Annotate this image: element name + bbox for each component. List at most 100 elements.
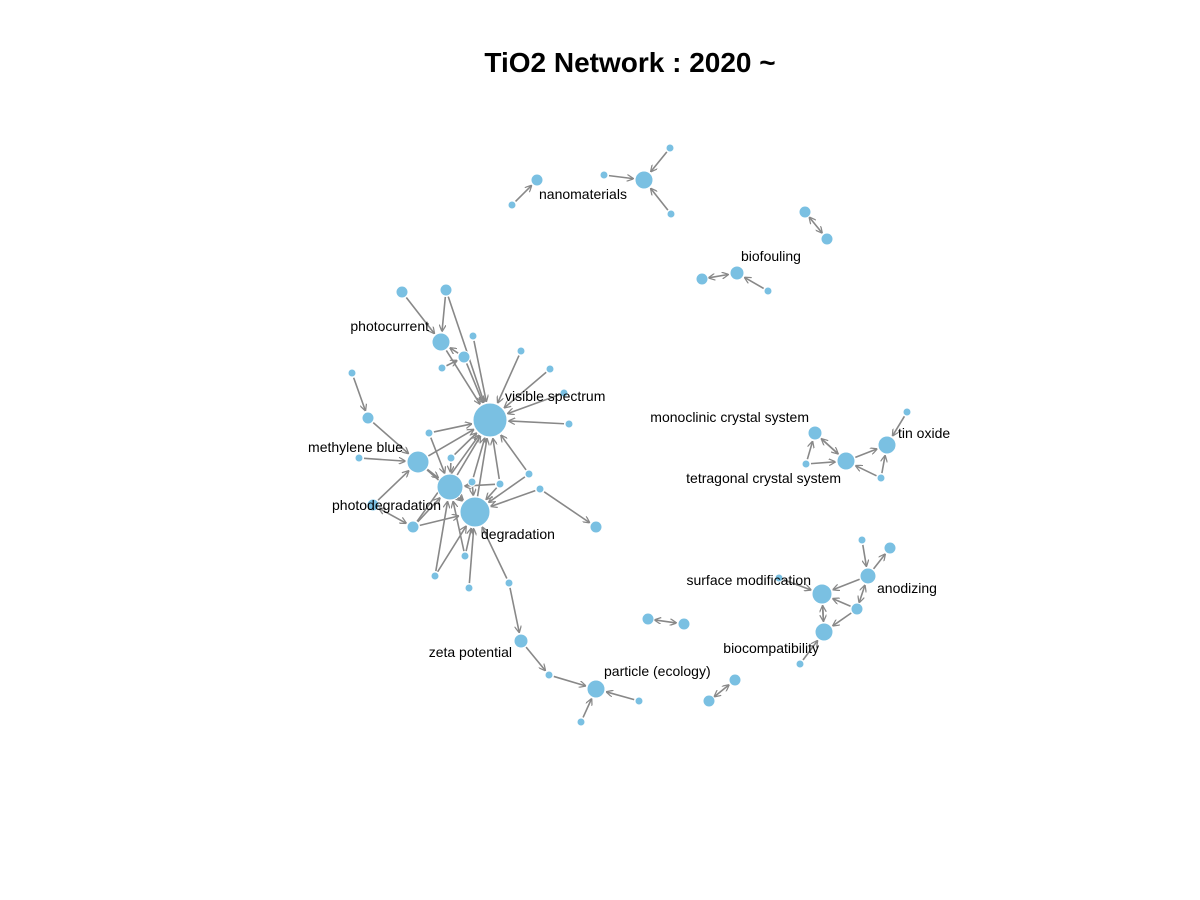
node-label: degradation [481,526,555,542]
edge-n_550-vis [504,371,547,407]
edge-n_709-n_735 [714,685,728,697]
node-n_465 [460,551,470,561]
node-n_684 [677,617,691,631]
node-n_890 [883,541,897,555]
node-n_581 [576,717,586,727]
edge-deg-vis [476,439,487,497]
edge-n_800-biocomp [802,641,817,661]
node-n_800 [795,659,805,669]
edge-mb-pdg [426,468,438,477]
edge-n_857-biocomp [833,612,852,626]
edge-n_402-pc [405,297,434,334]
node-label: surface modification [686,572,811,588]
node-n_435 [430,571,440,581]
node-n_735 [728,673,742,687]
node-label: photodegradation [332,497,441,513]
edge-n_540-n_596 [543,491,589,523]
node-n_827 [820,232,834,246]
edge-n_465-deg [465,529,471,552]
node-label: zeta potential [429,644,512,660]
node-n_442 [437,363,447,373]
labels-layer: visible spectrum degradation photodegradat… [308,186,950,679]
node-bio [729,265,745,281]
node-surf [811,583,833,605]
node-n_806 [801,459,811,469]
edge-mono-tetra [820,437,838,453]
edge-n_413-pdg [417,498,440,523]
edges-layer [352,151,906,718]
edge-n_413-deg [419,516,459,527]
edge-n_881-tin [882,456,885,474]
node-zeta [513,633,529,649]
node-n_521 [516,346,526,356]
node-label: anodizing [877,580,937,596]
node-n_779 [774,573,784,583]
edge-n_473-vis [473,340,486,401]
node-n_549 [544,670,554,680]
node-n_451 [446,453,456,463]
node-label: tetragonal crystal system [686,470,841,486]
node-n_805 [798,205,812,219]
node-nano [530,173,544,187]
edge-n_pc2-pc [450,348,459,353]
node-n_469 [464,583,474,593]
node-n_529 [524,469,534,479]
edge-anod-n_890 [872,554,885,570]
edge-tetra-tin [855,449,876,459]
node-n_604 [599,170,609,180]
node-anod [859,567,877,585]
node-n_368 [361,411,375,425]
edge-n_500-vis [493,439,501,480]
node-n_670 [665,143,675,153]
node-label: biocompatibility [723,640,819,656]
node-n_881 [876,473,886,483]
edge-n_529-vis [501,435,527,471]
edge-n_429-vis [433,424,472,433]
edge-n_352-n_368 [352,377,366,411]
node-n_907 [902,407,912,417]
edge-n_465-pdg [453,502,465,552]
node-n_671 [666,209,676,219]
node-n_702 [695,272,709,286]
edge-n_373-n_413 [379,508,406,523]
node-n_709 [702,694,716,708]
node-mono [807,425,823,441]
node-label: visible spectrum [505,388,605,404]
edge-anod-surf [833,578,860,589]
edge-n_435-pdg [435,502,448,572]
node-label: particle (ecology) [604,663,711,679]
node-n_402 [395,285,409,299]
node-tin [877,435,897,455]
edge-n_779-surf [783,578,811,590]
node-hub_nano [634,170,654,190]
edge-pdg-vis [456,436,480,476]
edge-n_569-vis [509,421,565,424]
edge-n_671-hub_nano [651,189,669,211]
edge-n_435-deg [436,526,466,573]
node-n_473 [468,331,478,341]
node-n_648 [641,612,655,626]
node-label: tin oxide [898,425,950,441]
node-n_509 [504,578,514,588]
edge-n_442-n_pc2 [446,361,456,366]
node-vis [472,402,508,438]
node-label: monoclinic crystal system [650,409,809,425]
edge-n_509-zeta [509,587,519,632]
edge-n_472-deg [472,486,473,495]
node-n_359 [354,453,364,463]
node-n_413 [406,520,420,534]
edge-n_768-bio [745,278,765,290]
node-label: biofouling [741,248,801,264]
node-label: methylene blue [308,439,403,455]
edge-n_907-tin [893,415,906,435]
edge-n_648-n_684 [655,620,676,623]
node-n_429 [424,428,434,438]
node-biocomp [814,622,834,642]
nodes-layer [347,143,912,727]
edge-n_670-hub_nano [651,151,668,172]
node-n_862 [857,535,867,545]
edge-n_472-vis [472,438,484,478]
node-n_446 [439,283,453,297]
edge-n_521-vis [498,355,520,403]
